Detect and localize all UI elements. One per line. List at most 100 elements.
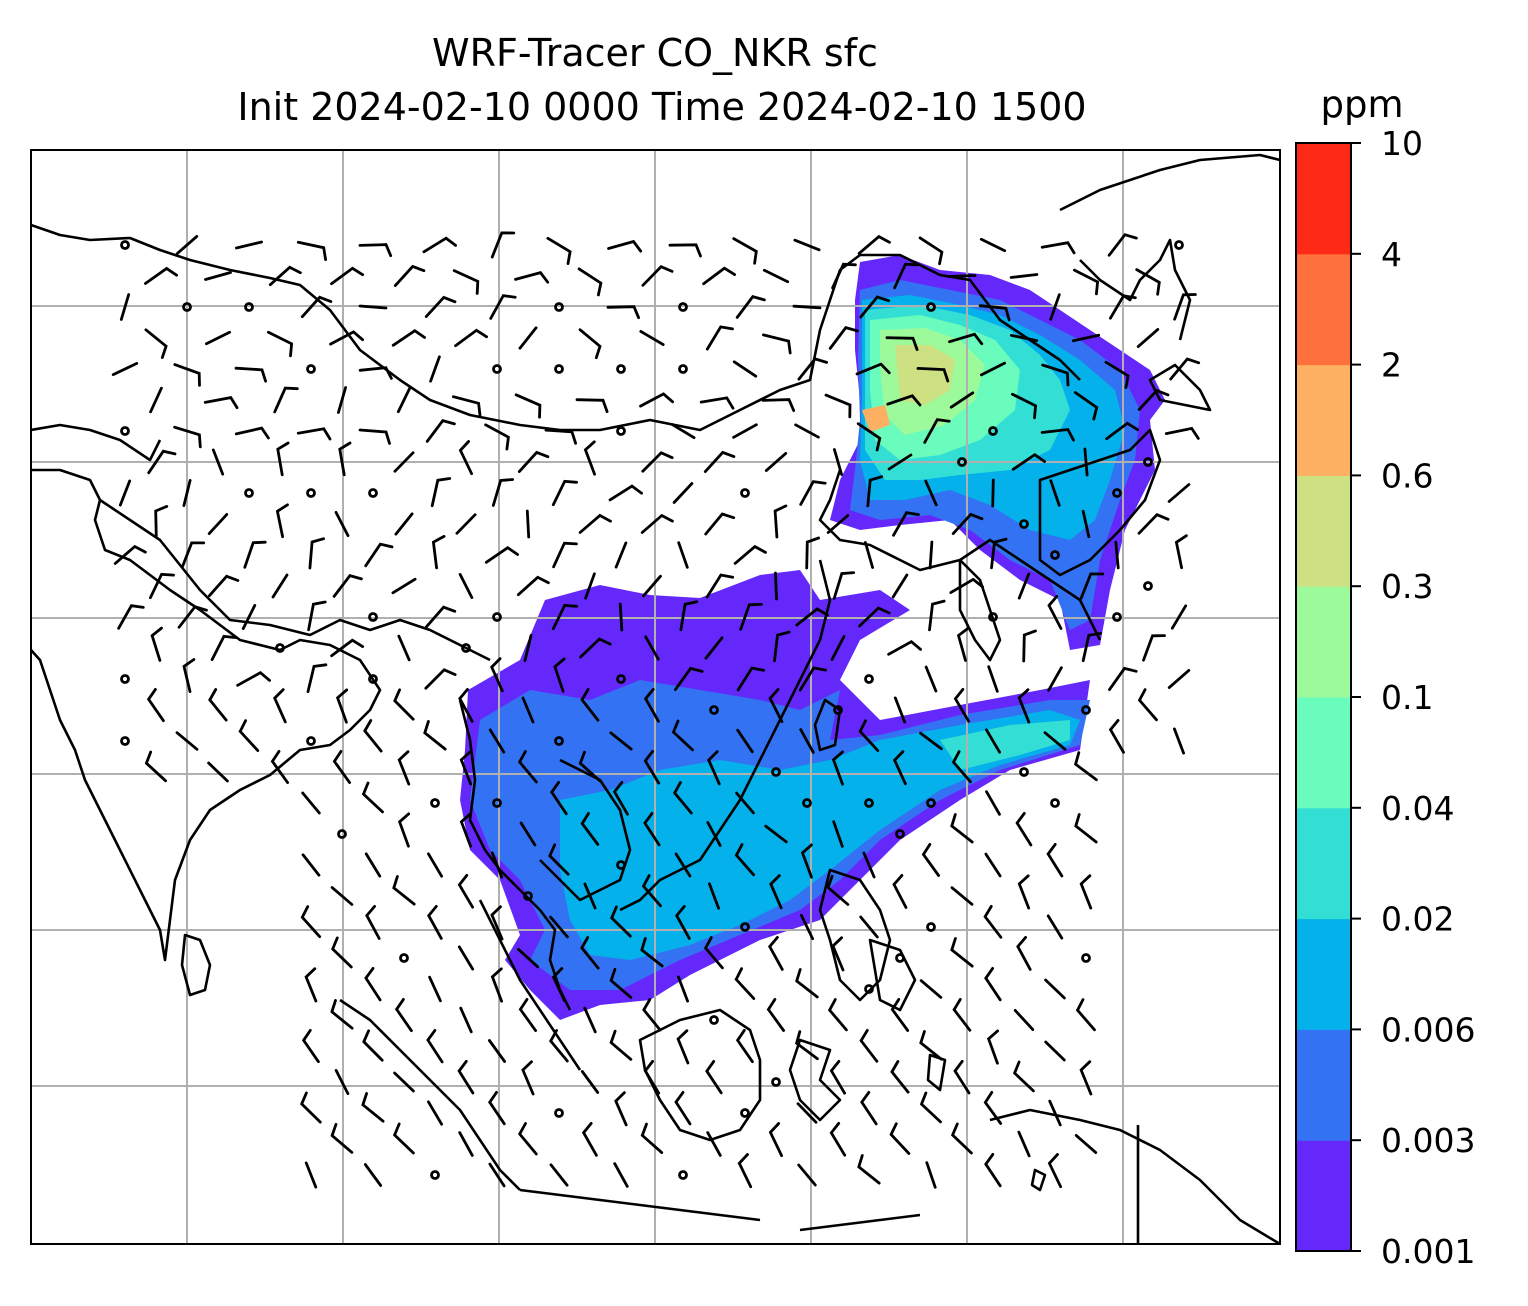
wind-barb [267,330,294,358]
wind-barb [923,418,951,444]
wind-barb [1048,1099,1062,1127]
wind-barb [832,820,844,848]
wind-barb [862,851,876,879]
wind-barb [180,541,206,569]
wind-barb [144,750,167,783]
wind-barb [1074,1134,1098,1154]
wind-barb [518,326,538,350]
wind-barb [773,630,791,663]
wind-barb [238,719,260,752]
wind-barb [640,937,664,968]
wind-barb [831,936,845,972]
colorbar-tick-label: 0.006 [1381,1010,1475,1049]
wind-barb [668,243,702,258]
wind-barb [948,332,984,346]
wind-barb [488,1091,506,1126]
wind-barb [551,603,579,631]
wind-barb [858,719,880,752]
wind-barb [706,1131,722,1157]
wind-barb [866,475,884,508]
wind-barb [1073,268,1100,296]
wind-barb [674,1091,692,1126]
wind-barb [300,295,333,319]
wind-barb [517,947,539,969]
wind-barb [1040,427,1075,442]
wind-barb [301,791,321,815]
wind-barb [514,270,550,284]
wind-barb [799,480,827,506]
wind-barb [830,635,846,661]
wind-barb [549,1029,569,1063]
wind-barb [618,602,624,632]
wind-barb [918,236,944,266]
wind-barb [792,304,822,310]
wind-barb [365,905,381,940]
wind-calm-marker [430,798,440,808]
wind-calm-marker [740,1108,750,1118]
wind-calm-marker [554,364,564,374]
wind-barb [887,640,922,656]
wind-barb [394,512,414,536]
wind-barb [149,572,175,600]
wind-barb [950,1122,973,1155]
wind-calm-marker [1143,457,1153,467]
wind-barb [1012,1060,1035,1093]
wind-barb [150,626,163,662]
wind-barb [459,1006,473,1034]
wind-barb [452,269,480,295]
wind-barb [548,843,570,876]
wind-barb [361,781,384,814]
wind-barb [764,824,788,844]
wind-barb [1174,534,1188,570]
wind-barb [794,423,820,439]
wind-barb [330,1122,354,1154]
wind-calm-marker [957,457,967,467]
wind-barb [1047,1153,1062,1189]
wind-barb [677,975,689,1003]
wind-barb [643,1060,661,1095]
wind-calm-marker [275,643,285,653]
wind-barb [300,905,322,939]
colorbar-tick-label: 4 [1381,235,1402,274]
wind-barb [609,1029,633,1061]
wind-barb [831,262,857,290]
wind-barb [919,1030,943,1061]
wind-barb [736,728,754,754]
wind-calm-marker [678,1170,688,1180]
wind-barb [699,396,735,410]
wind-barb [766,998,785,1032]
colorbar-swatch [1296,143,1351,255]
wind-barb [892,750,907,786]
wind-barb [674,666,704,691]
wind-barb [205,330,231,346]
wind-barb [304,967,318,1003]
wind-barb [642,998,662,1032]
wind-calm-marker [1019,767,1029,777]
wind-barb [173,363,201,387]
wind-barb [392,875,416,906]
wind-barb [580,688,600,722]
wind-calm-marker [399,953,409,963]
wind-barb [856,422,882,452]
wind-calm-marker [895,953,905,963]
wind-calm-marker [616,364,626,374]
wind-barb [983,1091,1003,1125]
wind-barb [358,304,388,310]
wind-calm-marker [740,488,750,498]
map-frame [30,149,1281,1245]
wind-barb [705,325,734,351]
wind-barb [916,367,950,383]
colorbar-swatch [1296,475,1351,587]
wind-barb [1135,268,1161,296]
wind-calm-marker [554,1108,564,1118]
wind-barb [1041,363,1070,387]
wind-barb [578,750,602,783]
wind-barb [639,330,665,346]
wind-barb [455,513,477,535]
wind-barb [301,1029,320,1064]
wind-barb [1114,540,1120,570]
wind-barb [796,1102,818,1124]
wind-barb [641,874,662,908]
colorbar-tick-label: 0.3 [1381,567,1433,606]
wind-barb [800,843,813,879]
